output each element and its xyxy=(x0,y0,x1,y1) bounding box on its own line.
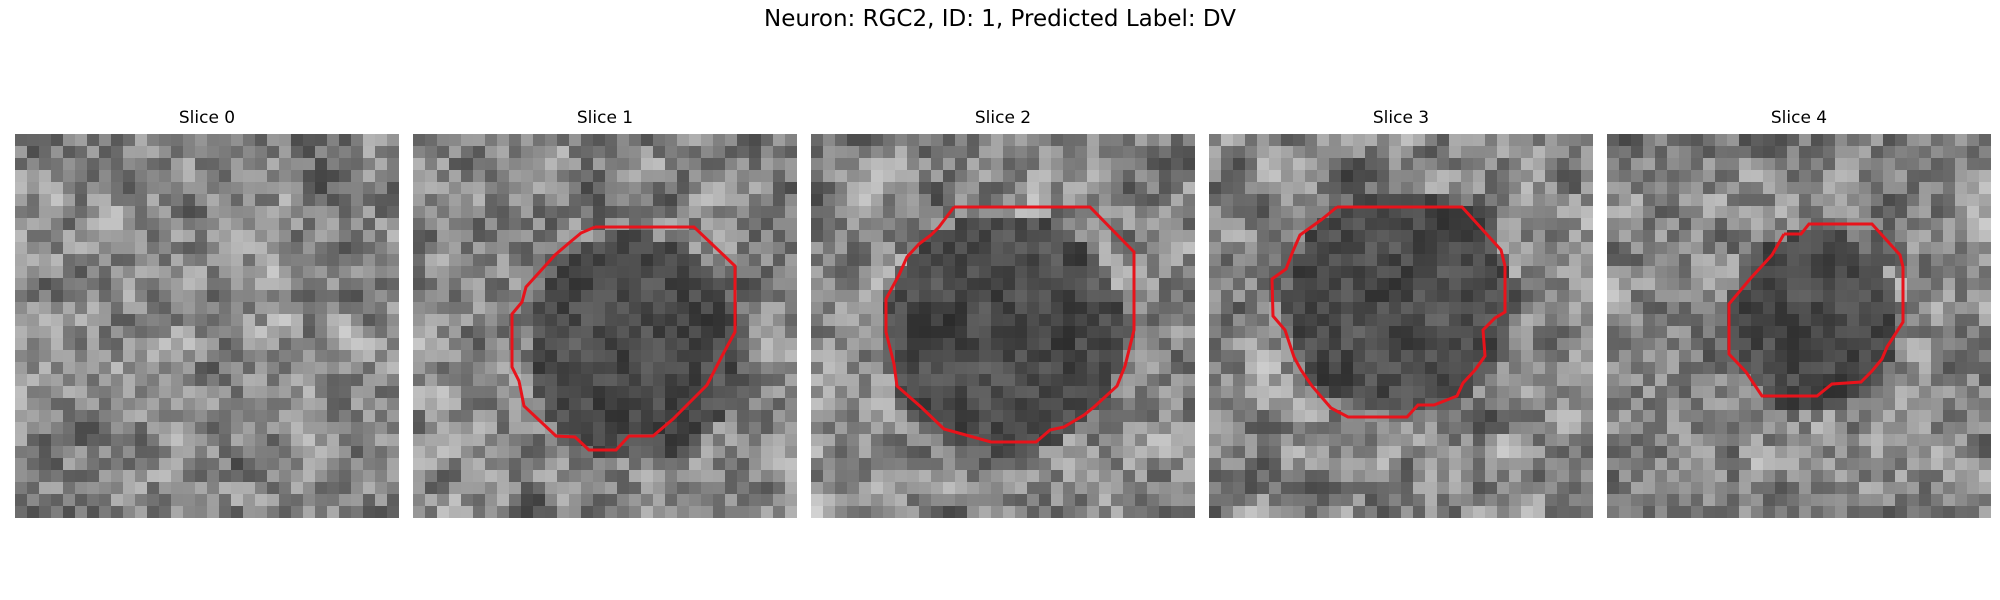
slice-title: Slice 4 xyxy=(1770,108,1828,128)
neuron-contour xyxy=(1270,205,1507,419)
slice-image xyxy=(15,134,399,518)
slice-image-canvas xyxy=(1209,134,1593,518)
slice-image xyxy=(1607,134,1991,518)
slice-title: Slice 2 xyxy=(974,108,1032,128)
neuron-contour xyxy=(884,205,1136,444)
neuron-contour xyxy=(1727,222,1905,398)
slice-image xyxy=(1209,134,1593,518)
figure-title: Neuron: RGC2, ID: 1, Predicted Label: DV xyxy=(764,6,1236,32)
slice-title: Slice 3 xyxy=(1372,108,1430,128)
slice-image xyxy=(811,134,1195,518)
slice-title: Slice 1 xyxy=(576,108,634,128)
slice-image-canvas xyxy=(811,134,1195,518)
slice-image-canvas xyxy=(413,134,797,518)
slice-image xyxy=(413,134,797,518)
neuron-contour xyxy=(510,225,737,452)
slice-image-canvas xyxy=(1607,134,1991,518)
slice-title: Slice 0 xyxy=(178,108,236,128)
slice-image-canvas xyxy=(15,134,399,518)
